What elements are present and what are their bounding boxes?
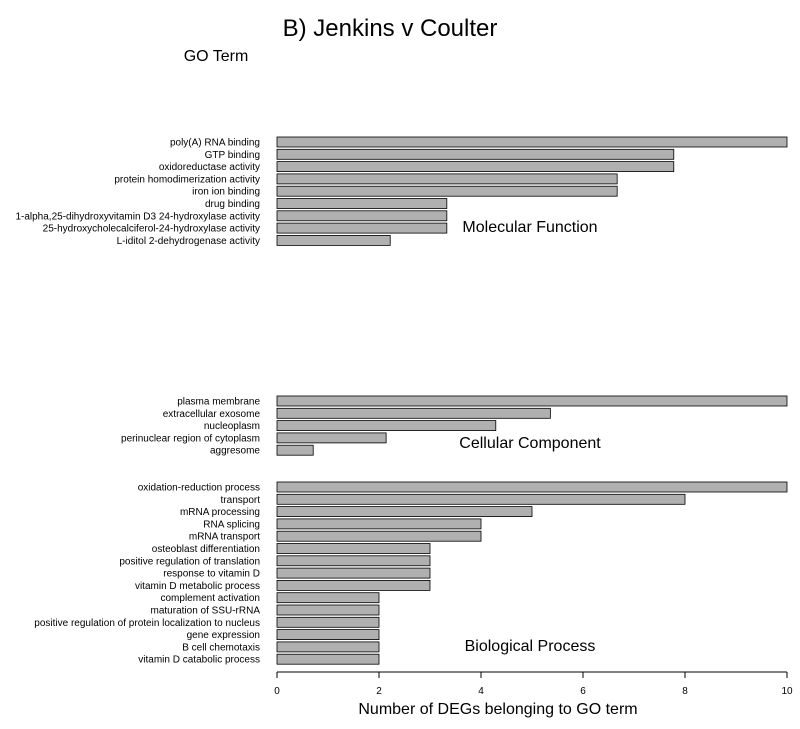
bar-biological-process — [276, 530, 482, 542]
bar-molecular-function — [276, 173, 618, 185]
x-tick-label: 0 — [274, 686, 280, 697]
bar-molecular-function — [276, 198, 448, 209]
category-label: protein homodimerization activity — [114, 174, 260, 185]
bar-biological-process — [276, 592, 380, 604]
category-label: vitamin D metabolic process — [135, 581, 260, 592]
category-label: positive regulation of protein localizat… — [34, 618, 260, 629]
bar-molecular-function — [276, 136, 788, 148]
category-label: iron ion binding — [192, 187, 260, 198]
category-label: drug binding — [205, 199, 260, 210]
bar-molecular-function — [276, 148, 675, 160]
category-label: RNA splicing — [203, 519, 260, 530]
category-label: nucleoplasm — [204, 421, 260, 432]
bar-molecular-function — [276, 222, 448, 234]
bar-molecular-function — [276, 234, 391, 246]
group-label-biological-process: Biological Process — [465, 638, 596, 655]
bar-molecular-function — [276, 210, 448, 222]
bar-biological-process — [276, 481, 788, 493]
bar-biological-process — [276, 653, 380, 665]
bar-cellular-component — [276, 432, 387, 444]
category-label: 25-hydroxycholecalciferol-24-hydroxylase… — [43, 224, 260, 235]
category-label: complement activation — [161, 593, 261, 604]
bar-biological-process — [276, 518, 482, 530]
category-label: vitamin D catabolic process — [138, 655, 260, 666]
bar-molecular-function — [276, 161, 675, 173]
category-label: GTP binding — [205, 150, 260, 161]
bar-biological-process — [276, 629, 380, 640]
bar-molecular-function — [276, 185, 618, 197]
category-label: osteoblast differentiation — [152, 544, 260, 555]
x-tick-label: 2 — [376, 686, 382, 697]
x-tick-label: 4 — [478, 686, 484, 697]
x-axis-label: Number of DEGs belonging to GO term — [358, 701, 637, 718]
category-label: positive regulation of translation — [119, 556, 260, 567]
x-tick-label: 10 — [781, 686, 793, 697]
category-label: oxidoreductase activity — [159, 162, 260, 173]
bar-biological-process — [276, 506, 533, 518]
category-label: B cell chemotaxis — [182, 642, 260, 653]
group-label-cellular-component: Cellular Component — [459, 435, 601, 452]
category-label: aggresome — [210, 446, 260, 457]
x-tick-label: 6 — [580, 686, 586, 697]
bar-biological-process — [276, 641, 380, 653]
x-axis: 0 2 4 6 8 10 — [274, 671, 793, 697]
category-label: plasma membrane — [177, 397, 260, 408]
category-label: oxidation-reduction process — [138, 483, 260, 494]
category-label: extracellular exosome — [163, 409, 261, 420]
category-label: perinuclear region of cytoplasm — [121, 433, 260, 444]
category-label: mRNA transport — [189, 532, 260, 543]
bar-cellular-component — [276, 407, 551, 419]
chart-title: B) Jenkins v Coulter — [283, 15, 498, 42]
category-label: maturation of SSU-rRNA — [151, 606, 261, 617]
category-label: response to vitamin D — [163, 569, 260, 580]
bar-cellular-component — [276, 395, 788, 407]
bar-cellular-component — [276, 420, 497, 432]
bar-biological-process — [276, 555, 431, 567]
bar-cellular-component — [276, 444, 314, 456]
bar-biological-process — [276, 616, 380, 628]
bar-biological-process — [276, 580, 431, 591]
bar-biological-process — [276, 493, 686, 505]
y-axis-title: GO Term — [184, 48, 249, 65]
category-label: mRNA processing — [180, 507, 260, 518]
bar-biological-process — [276, 604, 380, 616]
bar-biological-process — [276, 543, 431, 554]
category-label: poly(A) RNA binding — [170, 138, 260, 149]
category-label: L-iditol 2-dehydrogenase activity — [117, 236, 260, 247]
category-label: transport — [221, 495, 261, 506]
category-label: gene expression — [187, 630, 260, 641]
category-label: 1-alpha,25-dihydroxyvitamin D3 24-hydrox… — [15, 211, 260, 222]
x-tick-label: 8 — [682, 686, 688, 697]
bar-biological-process — [276, 567, 431, 579]
group-label-molecular-function: Molecular Function — [462, 219, 597, 236]
